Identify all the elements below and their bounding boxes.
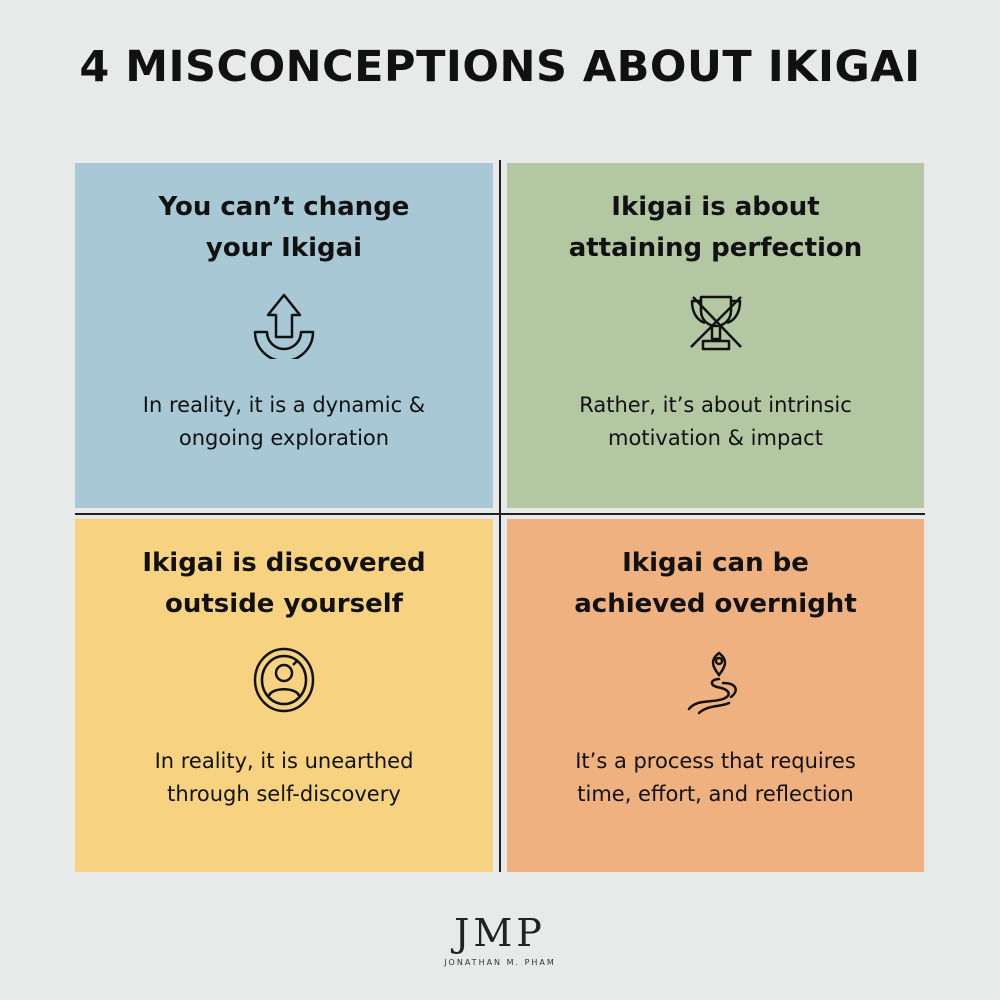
panel-perfection: Ikigai is about attaining perfection Rath… <box>507 163 924 508</box>
u-turn-up-arrow-icon <box>253 293 315 359</box>
jmp-logo: JMP JONATHAN M. PHAM <box>430 912 570 982</box>
body-line: time, effort, and reflection <box>577 782 854 806</box>
body-line: In reality, it is unearthed <box>154 749 414 773</box>
body-line: It’s a process that requires <box>575 749 856 773</box>
panel-cant-change: You can’t change your Ikigai In reality, … <box>75 163 493 508</box>
panel-heading: You can’t change your Ikigai <box>159 187 410 269</box>
heading-line: attaining perfection <box>568 233 863 263</box>
panel-body: In reality, it is a dynamic & ongoing exp… <box>143 389 425 455</box>
body-line: In reality, it is a dynamic & <box>142 393 426 417</box>
vertical-divider <box>499 160 501 872</box>
horizontal-divider <box>75 513 925 515</box>
logo-name: JONATHAN M. PHAM <box>444 958 556 967</box>
logo-monogram: JMP <box>454 911 546 955</box>
self-mirror-icon <box>253 647 315 713</box>
body-line: ongoing exploration <box>178 426 390 450</box>
heading-line: Ikigai can be <box>622 548 809 578</box>
body-line: motivation & impact <box>608 426 823 450</box>
heading-line: achieved overnight <box>574 589 857 619</box>
panel-heading: Ikigai is about attaining perfection <box>569 187 863 269</box>
heading-line: outside yourself <box>165 589 403 619</box>
panel-heading: Ikigai is discovered outside yourself <box>142 543 425 625</box>
body-line: through self-discovery <box>167 782 401 806</box>
panel-outside-yourself: Ikigai is discovered outside yourself In … <box>75 519 493 872</box>
heading-line: Ikigai is discovered <box>142 548 426 578</box>
winding-path-pin-icon <box>687 651 737 715</box>
heading-line: You can’t change <box>158 192 410 222</box>
body-line: Rather, it’s about intrinsic <box>579 393 852 417</box>
heading-line: your Ikigai <box>205 233 363 263</box>
panel-overnight: Ikigai can be achieved overnight It’s a p… <box>507 519 924 872</box>
crossed-trophy-icon <box>689 295 742 351</box>
panel-heading: Ikigai can be achieved overnight <box>574 543 857 625</box>
panel-body: Rather, it’s about intrinsic motivation &… <box>579 389 852 455</box>
heading-line: Ikigai is about <box>611 192 820 222</box>
panel-body: In reality, it is unearthed through self-… <box>155 745 414 811</box>
page-title: 4 MISCONCEPTIONS ABOUT IKIGAI <box>79 42 921 92</box>
panel-body: It’s a process that requires time, effort… <box>575 745 856 811</box>
